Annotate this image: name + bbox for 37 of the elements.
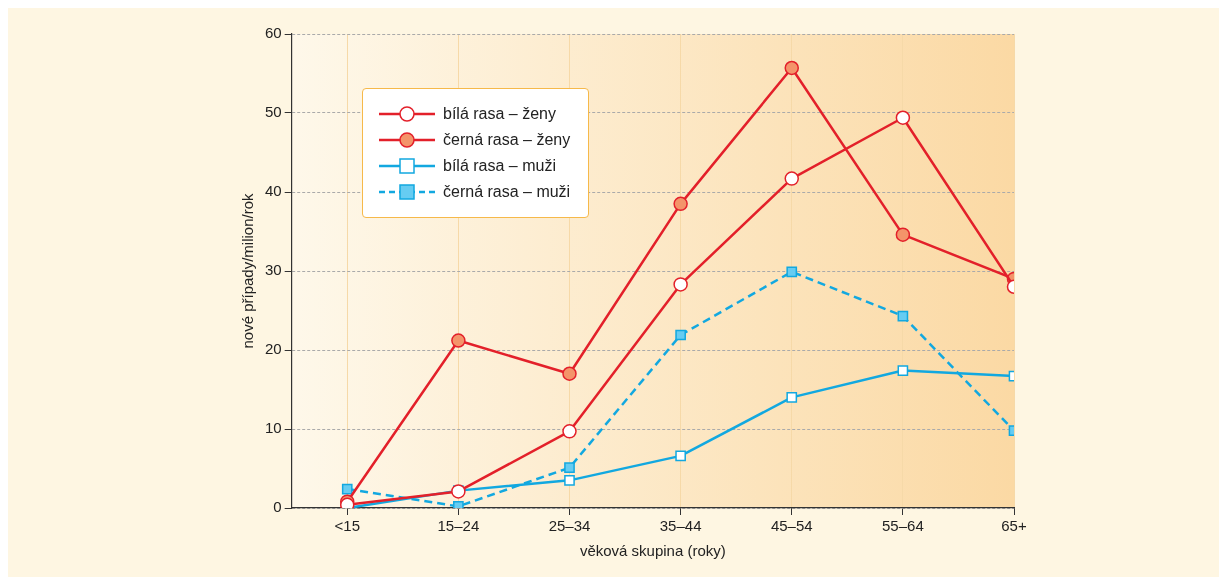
y-tick-label: 30: [265, 261, 282, 279]
y-tick-label: 20: [265, 340, 282, 358]
legend-label: černá rasa – ženy: [443, 131, 571, 149]
y-axis-title: nové případy/milion/rok: [239, 192, 257, 349]
point: [784, 60, 799, 76]
point: [562, 366, 577, 381]
point: [675, 329, 686, 341]
y-tick-label: 0: [273, 498, 282, 516]
legend-label: bílá rasa – muži: [443, 157, 556, 175]
point: [784, 171, 799, 186]
x-tick-label: 65+: [1001, 517, 1027, 535]
point: [673, 196, 688, 212]
point: [897, 365, 909, 376]
point: [895, 110, 911, 125]
legend-label: černá rasa – muži: [443, 183, 571, 201]
point: [564, 475, 575, 486]
x-tick-label: 15–24: [437, 517, 480, 535]
y-tick-label: 60: [265, 24, 282, 42]
x-tick-label: 35–44: [659, 517, 702, 535]
y-tick-label: 40: [265, 182, 282, 200]
point: [786, 392, 798, 403]
y-tick-label: 50: [265, 103, 282, 121]
x-tick-label: 25–34: [548, 517, 591, 535]
y-tick-label: 10: [265, 419, 282, 437]
x-tick-label: 55–64: [882, 517, 924, 535]
point: [564, 462, 575, 474]
x-tick-label: 45–54: [770, 517, 813, 535]
x-axis-title: věková skupina (roky): [579, 542, 726, 560]
point: [673, 277, 688, 292]
point: [451, 333, 466, 348]
x-tick-label: <15: [334, 517, 360, 535]
point: [786, 266, 798, 278]
point: [675, 450, 686, 462]
point: [562, 424, 577, 439]
point: [895, 227, 911, 242]
point: [341, 483, 353, 495]
legend-label: bílá rasa – ženy: [443, 105, 556, 123]
